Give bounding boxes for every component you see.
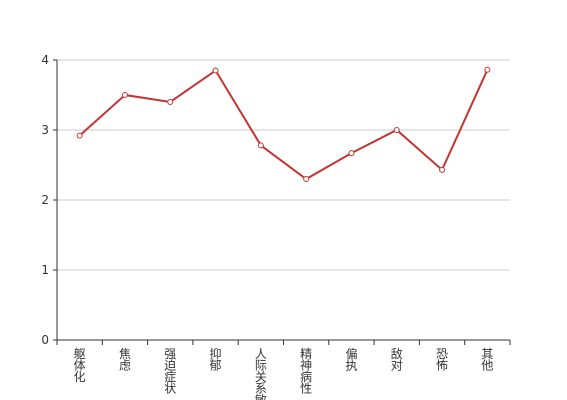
- y-tick-label: 1: [41, 263, 49, 277]
- x-tick-label: 躯体化: [74, 346, 86, 384]
- y-tick-label: 3: [41, 123, 49, 137]
- x-tick-label: 敌对: [391, 346, 403, 373]
- point: [167, 99, 174, 105]
- point: [76, 132, 83, 139]
- x-tick-label: 其他: [481, 347, 493, 373]
- point: [484, 66, 491, 73]
- y-tick-label: 0: [41, 333, 49, 347]
- x-tick-label: 偏执: [345, 346, 357, 373]
- point: [303, 176, 310, 182]
- x-tick-label: 强迫症状: [164, 347, 176, 396]
- x-tick-label: 恐怖: [436, 347, 448, 373]
- point: [121, 92, 128, 98]
- line: [78, 69, 489, 181]
- point: [348, 150, 355, 157]
- x-tick-label: 人际关系敏感: [255, 347, 267, 400]
- point: [393, 127, 400, 133]
- y-tick-label: 4: [41, 53, 49, 67]
- y-tick-label: 2: [41, 193, 49, 207]
- point: [257, 142, 264, 149]
- x-tick-label: 焦虑: [119, 347, 131, 373]
- point: [212, 67, 219, 74]
- point: [439, 166, 446, 173]
- x-tick-label: 抑郁: [210, 346, 222, 373]
- x-tick-label: 精神病性: [300, 347, 312, 396]
